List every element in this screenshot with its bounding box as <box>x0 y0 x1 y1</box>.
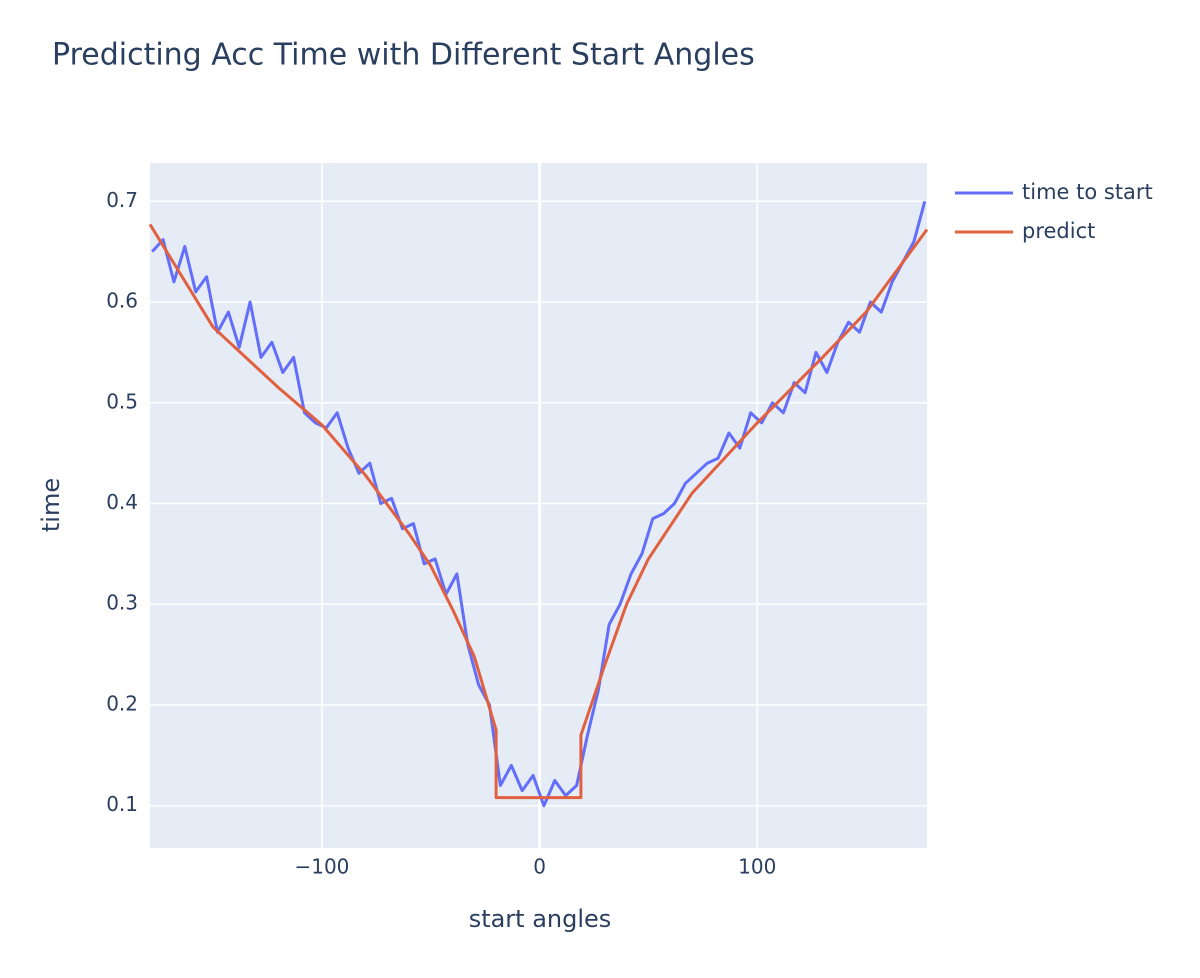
y-tick-label: 0.4 <box>106 490 138 514</box>
y-tick-label: 0.5 <box>106 389 138 413</box>
chart-title: Predicting Acc Time with Different Start… <box>52 38 755 73</box>
legend-label: predict <box>1022 219 1095 243</box>
y-tick-label: 0.7 <box>106 188 138 212</box>
y-tick-label: 0.3 <box>106 591 138 615</box>
y-tick-label: 0.2 <box>106 691 138 715</box>
x-tick-label: −100 <box>294 855 349 879</box>
y-tick-label: 0.1 <box>106 792 138 816</box>
y-tick-label: 0.6 <box>106 289 138 313</box>
y-axis-title: time <box>37 478 65 532</box>
x-tick-label: 100 <box>738 855 776 879</box>
x-axis-title: start angles <box>469 905 612 933</box>
x-tick-label: 0 <box>533 855 546 879</box>
legend-label: time to start <box>1022 180 1153 204</box>
line <box>148 223 929 800</box>
